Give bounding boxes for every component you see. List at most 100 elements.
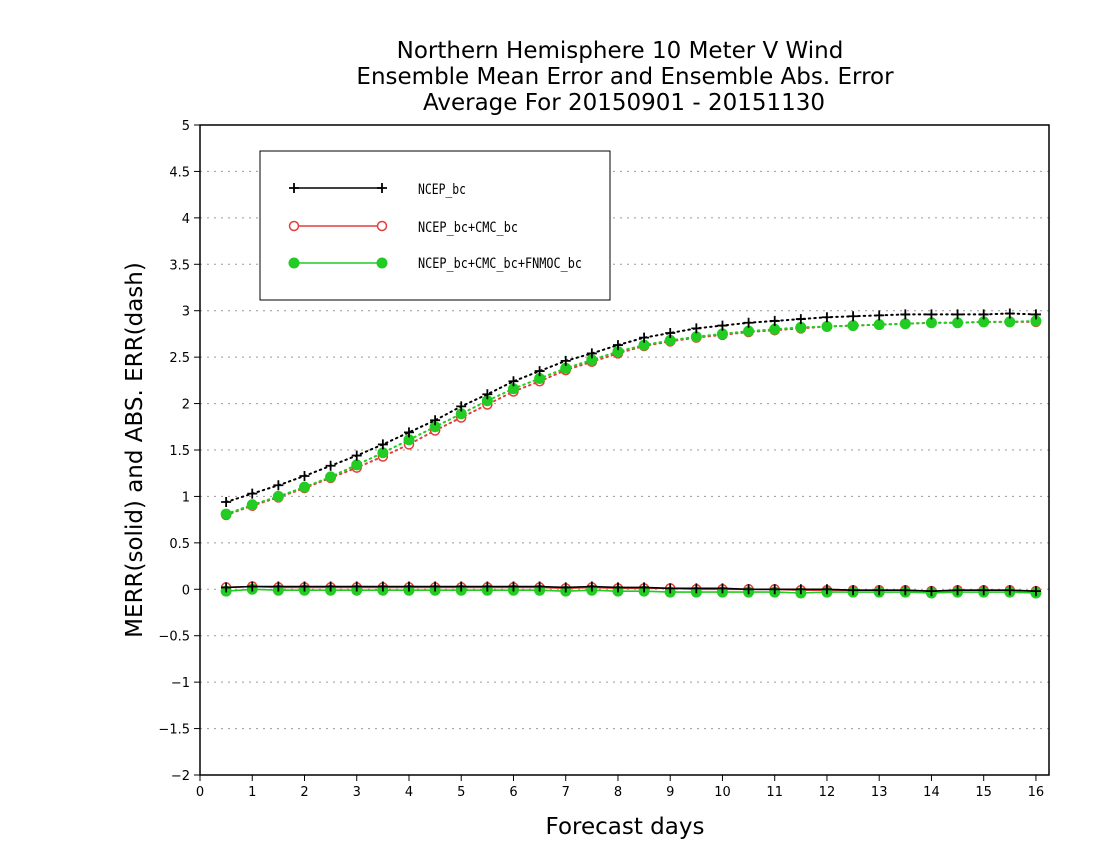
legend-label-ncep-cmc: NCEP_bc+CMC_bc xyxy=(418,220,518,236)
abs-err-point xyxy=(298,481,310,493)
abs-err-point xyxy=(691,323,702,334)
abs-err-point xyxy=(220,508,232,520)
y-tick-label: 3.5 xyxy=(169,258,190,273)
abs-err-point xyxy=(769,315,780,326)
y-tick-label: 1.5 xyxy=(169,444,190,459)
series-ncep-bc xyxy=(221,308,1041,597)
legend-marker xyxy=(289,183,299,193)
abs-err-point xyxy=(299,471,310,481)
abs-err-point xyxy=(273,480,284,491)
mean-err-point xyxy=(1004,585,1015,596)
legend-marker xyxy=(288,257,300,269)
y-tick-label: 5 xyxy=(182,119,190,134)
mean-err-point xyxy=(821,584,832,595)
mean-err-point xyxy=(560,582,571,593)
legend-label-ncep-cmc-fnmoc: NCEP_bc+CMC_bc+FNMOC_bc xyxy=(418,256,582,272)
abs-err-point xyxy=(560,355,571,366)
mean-err-point xyxy=(403,581,414,592)
abs-err-point xyxy=(717,320,728,331)
grid xyxy=(200,170,1049,730)
y-tick-label: 4 xyxy=(182,212,190,227)
title-line-1: Northern Hemisphere 10 Meter V Wind xyxy=(397,38,844,64)
abs-err-point xyxy=(325,460,336,471)
abs-err-point xyxy=(430,415,441,426)
x-tick-label: 12 xyxy=(819,785,836,800)
abs-err-point xyxy=(403,427,414,438)
y-tick-label: −1.5 xyxy=(158,723,190,738)
abs-err-point xyxy=(926,309,937,320)
mean-err-point xyxy=(900,585,911,596)
title-line-2: Ensemble Mean Error and Ensemble Abs. Er… xyxy=(356,64,894,90)
abs-err-point xyxy=(246,499,258,511)
x-tick-label: 5 xyxy=(457,785,465,800)
abs-err-point xyxy=(482,389,493,400)
mean-err-point xyxy=(926,586,937,597)
mean-err-point xyxy=(874,585,885,596)
mean-err-point xyxy=(795,584,806,595)
x-tick-label: 6 xyxy=(509,785,517,800)
mean-err-point xyxy=(639,582,650,593)
mean-err-point xyxy=(430,581,441,592)
abs-err-point xyxy=(665,328,676,338)
y-tick-label: 3 xyxy=(182,305,190,320)
mean-err-point xyxy=(691,583,702,594)
y-tick-label: −1 xyxy=(171,676,190,691)
mean-err-point xyxy=(456,581,467,592)
mean-err-point xyxy=(769,584,780,595)
y-tick-label: 0.5 xyxy=(169,537,190,552)
mean-err-point xyxy=(534,581,545,592)
title-line-3: Average For 20150901 - 20151130 xyxy=(423,90,825,116)
x-tick-label: 16 xyxy=(1028,785,1045,800)
abs-err-point xyxy=(508,376,519,387)
legend-symbols xyxy=(288,183,388,269)
abs-err-line xyxy=(225,312,1037,503)
legend-marker xyxy=(377,183,387,193)
abs-err-point xyxy=(978,309,989,320)
mean-err-point xyxy=(743,584,754,595)
abs-err-point xyxy=(586,348,597,359)
abs-err-point xyxy=(795,314,806,325)
abs-err-line xyxy=(225,319,1037,516)
abs-err-point xyxy=(456,401,467,412)
mean-err-point xyxy=(377,581,388,592)
y-tick-label: 4.5 xyxy=(169,165,190,180)
x-tick-label: 9 xyxy=(666,785,674,800)
x-tick-label: 4 xyxy=(405,785,413,800)
mean-err-point xyxy=(952,585,963,596)
x-tick-label: 7 xyxy=(562,785,570,800)
x-tick-label: 3 xyxy=(353,785,361,800)
abs-err-point xyxy=(900,309,911,320)
mean-err-point xyxy=(299,581,310,592)
abs-err-point xyxy=(952,309,963,320)
abs-err-point xyxy=(639,332,650,343)
x-tick-label: 1 xyxy=(248,785,256,800)
abs-err-point xyxy=(351,450,362,461)
x-tick-label: 8 xyxy=(614,785,622,800)
y-tick-label: 0 xyxy=(182,583,190,598)
legend: NCEP_bc NCEP_bc+CMC_bc NCEP_bc+CMC_bc+FN… xyxy=(259,150,611,301)
abs-err-point xyxy=(534,366,545,377)
abs-err-point xyxy=(221,497,232,507)
series-layer xyxy=(220,308,1042,599)
y-tick-label: 2.5 xyxy=(169,351,190,366)
y-tick-label: 1 xyxy=(182,490,190,505)
mean-err-point xyxy=(482,581,493,592)
x-tick-label: 13 xyxy=(871,785,888,800)
series-ncep-bc-cmc-bc xyxy=(220,316,1042,597)
abs-err-point xyxy=(847,320,859,332)
abs-err-point xyxy=(743,317,754,328)
abs-err-point xyxy=(821,312,832,323)
chart-title: Northern Hemisphere 10 Meter V Wind Ense… xyxy=(356,38,894,116)
abs-err-point xyxy=(272,490,284,502)
x-axis-title: Forecast days xyxy=(546,814,705,840)
mean-err-point xyxy=(848,585,859,596)
mean-err-point xyxy=(978,585,989,596)
x-tick-label: 15 xyxy=(975,785,992,800)
mean-err-point xyxy=(325,581,336,592)
abs-err-point xyxy=(351,459,363,471)
mean-err-point xyxy=(351,581,362,592)
abs-err-point xyxy=(325,471,337,483)
axes: −2−1.5−1−0.500.511.522.533.544.550 1 2 3 4 5 6… xyxy=(158,119,1044,800)
mean-err-point xyxy=(1030,586,1041,597)
